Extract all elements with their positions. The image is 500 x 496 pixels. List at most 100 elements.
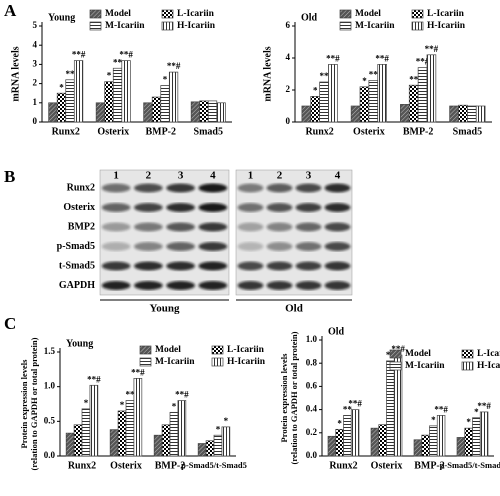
- blot-band: [295, 281, 322, 290]
- y-axis-label: mRNA levels: [10, 46, 21, 101]
- lane-label: 1: [248, 170, 254, 182]
- bar: [368, 80, 379, 123]
- blot-band: [134, 222, 163, 232]
- blot-band: [198, 261, 228, 271]
- legend-swatch: [211, 357, 224, 367]
- x-tick-label: Runx2: [68, 460, 96, 471]
- significance-label: *: [59, 82, 64, 92]
- bar: [475, 105, 486, 123]
- legend-swatch: [389, 349, 402, 359]
- bar: [408, 84, 419, 123]
- bar: [81, 408, 91, 457]
- bar: [436, 415, 446, 457]
- bar: [456, 437, 466, 457]
- blot-band: [101, 281, 131, 290]
- blot-band: [166, 203, 195, 212]
- blot-band: [101, 222, 131, 232]
- bar: [121, 60, 131, 123]
- blot-band: [266, 242, 293, 251]
- y-axis-label: (relation to GAPDH or total protein): [29, 337, 39, 470]
- y-tick-label: 1.0: [306, 334, 318, 344]
- x-tick-label: Smad5: [453, 126, 482, 137]
- blot-row-label: Osterix: [63, 202, 95, 213]
- bar: [479, 411, 489, 457]
- bar: [319, 81, 329, 123]
- bar: [65, 432, 75, 457]
- y-tick-label: 1.0: [44, 381, 56, 391]
- x-tick-label: Runx2: [305, 126, 333, 137]
- legend-label: H-Icariin: [177, 21, 216, 31]
- significance-label: **: [343, 404, 353, 414]
- significance-label: *: [172, 401, 177, 411]
- blot-band: [237, 222, 264, 232]
- blot-band: [198, 281, 228, 290]
- bar: [73, 60, 84, 123]
- significance-label: *: [431, 415, 436, 425]
- bar: [160, 85, 170, 123]
- bar: [350, 105, 361, 123]
- blot-band: [324, 203, 351, 212]
- significance-label: *: [466, 417, 471, 427]
- bar: [190, 101, 201, 123]
- blot-band: [198, 183, 228, 193]
- blot-band: [266, 183, 293, 193]
- legend-swatch: [89, 9, 102, 19]
- bar: [429, 425, 438, 457]
- y-tick-label: 0.2: [306, 427, 318, 437]
- blot-band: [198, 242, 228, 251]
- chart-title: Old: [328, 326, 345, 337]
- significance-label: *: [224, 416, 229, 426]
- legend-swatch: [339, 21, 352, 31]
- bar: [109, 429, 119, 457]
- bar: [153, 434, 163, 457]
- significance-label: *: [474, 407, 479, 417]
- x-tick-label: p-Smad5/t-Smad5: [440, 460, 500, 470]
- lane-label: 1: [113, 170, 119, 182]
- legend-swatch: [161, 9, 174, 19]
- group-label: Young: [150, 303, 180, 315]
- blot-band: [266, 222, 293, 232]
- bar: [89, 384, 99, 457]
- legend-swatch: [211, 345, 224, 355]
- bar: [377, 64, 387, 123]
- chart-title: Young: [48, 12, 75, 23]
- blot-band: [166, 222, 195, 232]
- x-tick-label: BMP-2: [403, 126, 434, 137]
- lane-label: 4: [335, 170, 341, 182]
- blot-band: [237, 281, 264, 290]
- y-tick-label: 5: [33, 20, 38, 30]
- blot-band: [237, 242, 264, 251]
- significance-label: *: [107, 71, 112, 81]
- significance-label: **: [125, 390, 135, 400]
- x-tick-label: BMP-2: [414, 460, 445, 471]
- y-tick-label: 4: [33, 39, 38, 49]
- blot-band: [166, 183, 195, 193]
- blot-row-label: GAPDH: [59, 280, 95, 291]
- blot-band: [237, 203, 264, 212]
- bar: [413, 439, 423, 457]
- bar: [421, 434, 430, 457]
- bar: [328, 64, 338, 123]
- bar: [161, 424, 171, 457]
- y-axis-label: Protein expression levels: [19, 359, 29, 449]
- x-tick-label: BMP-2: [155, 460, 186, 471]
- lane-label: 3: [178, 170, 184, 182]
- bar: [112, 67, 123, 123]
- legend-swatch: [339, 9, 352, 19]
- blot-band: [295, 203, 322, 212]
- blot-band: [324, 242, 351, 251]
- significance-label: **#: [434, 404, 448, 414]
- panel-label: B: [4, 167, 15, 186]
- significance-label: **#: [348, 399, 362, 409]
- bar: [327, 435, 337, 457]
- legend-label: M-Icariin: [155, 357, 195, 367]
- blot-band: [295, 183, 322, 193]
- blot-band: [166, 261, 195, 271]
- legend-label: H-Icariin: [477, 361, 500, 371]
- y-tick-label: 1: [33, 97, 38, 107]
- blot-band: [134, 183, 163, 193]
- x-tick-label: Osterix: [97, 126, 129, 137]
- significance-label: **#: [391, 344, 405, 354]
- bar: [386, 360, 395, 457]
- blot-band: [166, 281, 195, 290]
